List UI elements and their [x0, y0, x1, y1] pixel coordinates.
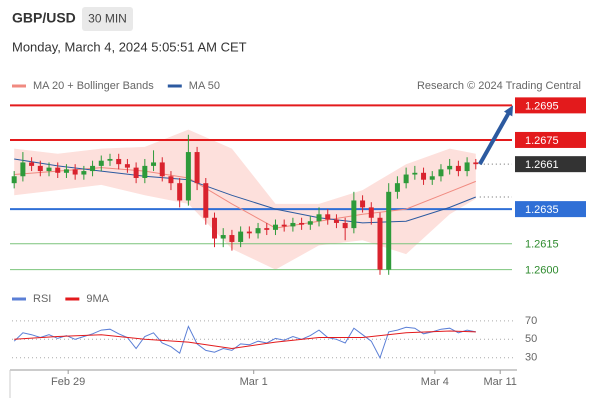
timestamp: Monday, March 4, 2024 5:05:51 AM CET: [12, 39, 247, 54]
candle-body: [394, 183, 400, 192]
forecast-arrow: [478, 109, 512, 166]
candle-body: [107, 158, 113, 161]
level-label-box: [515, 131, 586, 148]
level-label-box: [515, 97, 586, 114]
candle-body: [37, 165, 43, 172]
candle-body: [386, 191, 392, 270]
candle-body: [246, 231, 252, 234]
candle-body: [55, 167, 61, 173]
attribution: Research © 2024 Trading Central: [417, 80, 581, 92]
interval: 30 MIN: [88, 12, 127, 26]
interval-badge: [82, 7, 133, 31]
symbol: GBP/USD: [12, 10, 76, 26]
candle-body: [325, 214, 331, 220]
candle-body: [473, 162, 479, 165]
x-tick-label: Mar 11: [483, 376, 516, 388]
candle-body: [151, 162, 157, 166]
candle-body: [124, 164, 130, 168]
forecast-arrowhead: [503, 105, 513, 117]
legend-label: MA 50: [189, 80, 220, 92]
x-tick-label: Mar 4: [421, 376, 449, 388]
candle-body: [447, 165, 453, 170]
candle-body: [403, 174, 409, 184]
candle-body: [272, 224, 278, 230]
candle-body: [220, 235, 226, 239]
legend-label: MA 20 + Bollinger Bands: [33, 80, 154, 92]
legend-label: RSI: [33, 293, 51, 305]
level-label: 1.2600: [525, 265, 559, 277]
candle-body: [412, 172, 418, 175]
last-price-box: [515, 156, 586, 173]
level-label: 1.2635: [525, 204, 559, 216]
candle-body: [377, 217, 383, 270]
candle-body: [429, 176, 435, 180]
candle-body: [142, 165, 148, 178]
candle-body: [29, 162, 35, 166]
candle-body: [20, 162, 26, 177]
level-label: 1.2695: [525, 100, 559, 112]
last-price-label: 1.2661: [525, 159, 559, 171]
y-tick-label: 50: [525, 333, 537, 345]
candle-body: [177, 183, 183, 201]
candle-body: [421, 172, 427, 180]
candle-body: [133, 167, 139, 178]
level-label: 1.2675: [525, 135, 559, 147]
x-tick-label: Mar 1: [240, 376, 268, 388]
candle-body: [299, 222, 305, 225]
candle-body: [159, 162, 165, 177]
level-label: 1.2615: [525, 239, 559, 251]
candle-body: [455, 165, 461, 172]
legend-label: 9MA: [86, 293, 109, 305]
candle-body: [203, 183, 209, 218]
candle-body: [333, 219, 339, 223]
y-tick-label: 30: [525, 352, 537, 364]
candle-body: [212, 217, 218, 239]
candle-body: [351, 200, 357, 229]
indicator-line: [13, 325, 476, 360]
candle-body: [11, 176, 17, 184]
candle-body: [264, 228, 270, 230]
candle-body: [185, 152, 191, 201]
candle-body: [229, 235, 235, 242]
candle-body: [368, 207, 374, 218]
candle-body: [63, 169, 69, 173]
candle-body: [307, 221, 313, 225]
candle-body: [281, 224, 287, 227]
candle-body: [168, 176, 174, 184]
candle-body: [46, 167, 52, 172]
candle-body: [255, 228, 261, 234]
candle-body: [342, 222, 348, 229]
candle-body: [98, 160, 104, 166]
candle-body: [360, 200, 366, 208]
candle-body: [464, 162, 470, 172]
candle-body: [116, 158, 122, 165]
candle-body: [238, 231, 244, 242]
candle-body: [72, 169, 78, 175]
candle-body: [290, 222, 296, 227]
candle-body: [81, 171, 87, 175]
candle-body: [90, 165, 96, 172]
y-tick-label: 70: [525, 315, 537, 327]
candle-body: [438, 169, 444, 177]
candle-body: [194, 152, 200, 184]
x-tick-label: Feb 29: [51, 376, 85, 388]
candle-body: [316, 214, 322, 222]
indicator-line: [14, 330, 476, 350]
level-label-box: [515, 201, 586, 218]
